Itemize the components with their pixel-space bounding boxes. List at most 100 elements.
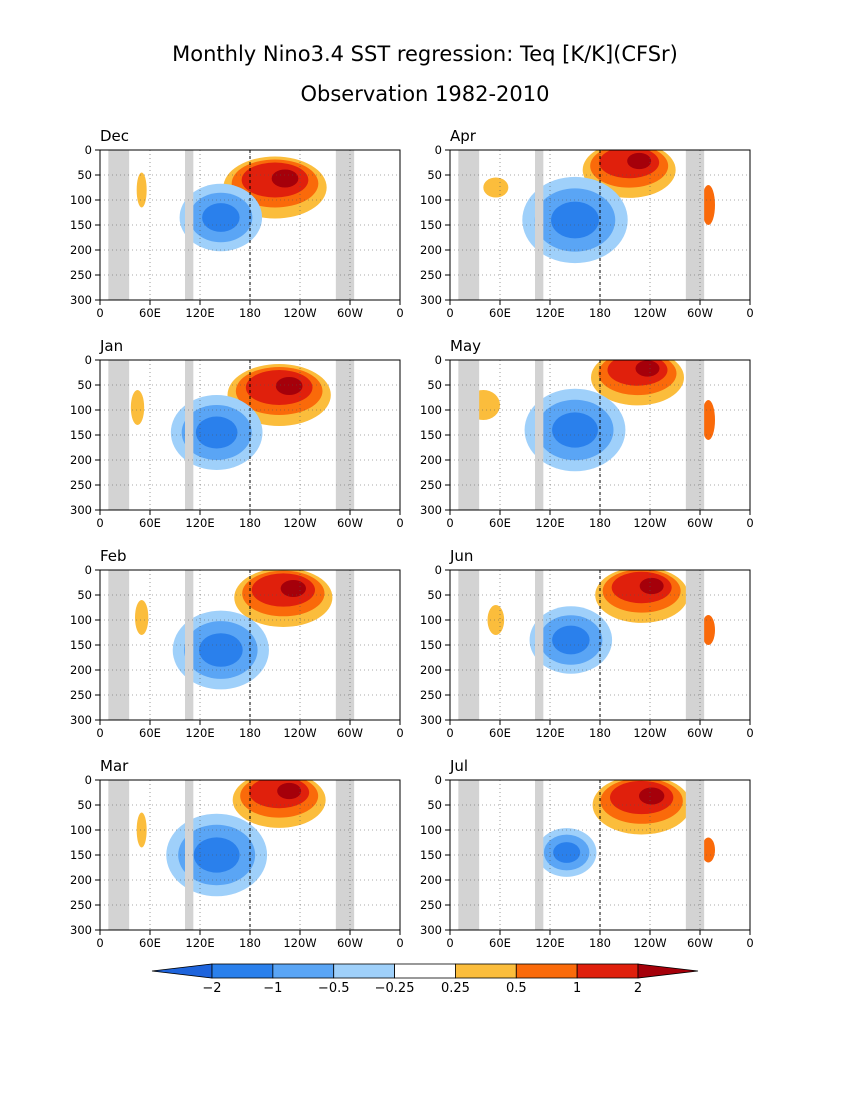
y-tick-label: 100 (420, 193, 442, 207)
y-tick-label: 100 (70, 193, 92, 207)
colorbar-segment (455, 963, 517, 979)
x-tick-label: 60E (139, 936, 161, 950)
anomaly-contour (487, 605, 505, 635)
x-tick-label: 0 (746, 516, 753, 530)
x-tick-label: 60W (687, 936, 713, 950)
x-tick-label: 0 (96, 516, 103, 530)
anomaly-contour (701, 400, 715, 440)
anomaly-contour (198, 633, 243, 667)
colorbar-tick-label: −0.25 (375, 981, 415, 996)
y-tick-label: 250 (70, 478, 92, 492)
y-tick-label: 250 (70, 688, 92, 702)
land-mask (535, 780, 544, 930)
y-tick-label: 150 (70, 638, 92, 652)
anomaly-contour (136, 812, 147, 848)
panel-dec: 0 60E 120E 180 120W 60W 0 0 50 100 150 200 250 300 Dec (70, 127, 404, 320)
x-tick-label: 120W (283, 726, 316, 740)
x-tick-label: 60E (139, 306, 161, 320)
x-tick-label: 120E (185, 516, 214, 530)
land-mask (185, 780, 194, 930)
colorbar: −2 −1 −0.5 −0.25 0.25 0.5 1 2 (151, 963, 699, 996)
x-tick-label: 120W (283, 516, 316, 530)
x-tick-label: 60E (489, 516, 511, 530)
anomaly-contour (552, 412, 598, 448)
anomaly-contour (553, 842, 581, 863)
y-tick-label: 0 (85, 563, 92, 577)
y-tick-label: 0 (435, 563, 442, 577)
anomaly-contour (701, 837, 715, 863)
x-tick-label: 120W (633, 726, 666, 740)
x-tick-label: 0 (96, 936, 103, 950)
anomaly-contour (271, 169, 299, 188)
anomaly-contour (627, 152, 652, 170)
x-tick-label: 0 (446, 516, 453, 530)
colorbar-segment (576, 963, 639, 979)
x-tick-label: 180 (239, 726, 261, 740)
y-tick-label: 250 (420, 688, 442, 702)
y-tick-label: 300 (420, 713, 442, 727)
x-tick-label: 60E (489, 726, 511, 740)
y-tick-label: 200 (420, 453, 442, 467)
anomaly-contour (551, 201, 599, 239)
y-tick-label: 300 (70, 923, 92, 937)
x-tick-label: 120W (633, 936, 666, 950)
y-tick-label: 200 (70, 453, 92, 467)
land-mask (108, 360, 130, 510)
colorbar-tick-label: −0.5 (318, 981, 350, 996)
y-tick-label: 0 (85, 143, 92, 157)
x-tick-label: 180 (589, 726, 611, 740)
land-mask (458, 570, 480, 720)
y-tick-label: 0 (435, 353, 442, 367)
y-tick-label: 150 (70, 428, 92, 442)
x-tick-label: 120W (283, 306, 316, 320)
land-mask (108, 570, 130, 720)
panel-label: May (450, 337, 481, 355)
x-tick-label: 180 (239, 516, 261, 530)
y-tick-label: 200 (70, 243, 92, 257)
colorbar-tick-label: 0.25 (441, 981, 470, 996)
anomaly-contour (135, 600, 149, 635)
y-tick-label: 200 (420, 873, 442, 887)
panel-field (450, 780, 750, 930)
x-tick-label: 180 (239, 306, 261, 320)
x-tick-label: 0 (396, 306, 403, 320)
panel-feb: 0 60E 120E 180 120W 60W 0 0 50 100 150 200 250 300 Feb (70, 547, 404, 740)
panel-field (100, 150, 400, 300)
x-tick-label: 180 (589, 936, 611, 950)
anomaly-contour (552, 625, 590, 655)
anomaly-contour (195, 416, 238, 449)
y-tick-label: 0 (435, 773, 442, 787)
x-tick-label: 120E (535, 936, 564, 950)
y-tick-label: 300 (420, 923, 442, 937)
x-tick-label: 0 (396, 516, 403, 530)
y-tick-label: 100 (70, 823, 92, 837)
y-tick-label: 0 (435, 143, 442, 157)
x-tick-label: 0 (396, 726, 403, 740)
colorbar-segment (211, 963, 274, 979)
panel-label: Jan (99, 337, 123, 355)
colorbar-segment (637, 963, 699, 979)
x-tick-label: 0 (446, 306, 453, 320)
colorbar-tick-label: 1 (573, 981, 581, 996)
y-tick-label: 250 (420, 268, 442, 282)
land-mask (535, 360, 544, 510)
anomaly-contour (202, 203, 240, 232)
anomaly-contour (277, 782, 302, 800)
y-tick-label: 200 (420, 663, 442, 677)
x-tick-label: 60E (139, 516, 161, 530)
colorbar-segment (272, 963, 335, 979)
panel-jan: 0 60E 120E 180 120W 60W 0 0 50 100 150 200 250 300 Jan (70, 337, 404, 530)
y-tick-label: 150 (420, 638, 442, 652)
panel-field (450, 150, 750, 300)
colorbar-segment (333, 963, 395, 979)
y-tick-label: 50 (77, 798, 92, 812)
x-tick-label: 120W (633, 516, 666, 530)
panel-apr: 0 60E 120E 180 120W 60W 0 0 50 100 150 200 250 300 Apr (420, 127, 754, 320)
y-tick-label: 150 (70, 218, 92, 232)
y-tick-label: 250 (70, 268, 92, 282)
x-tick-label: 120W (283, 936, 316, 950)
x-tick-label: 0 (396, 936, 403, 950)
x-tick-label: 120E (535, 726, 564, 740)
x-tick-label: 0 (96, 726, 103, 740)
panel-field (450, 570, 750, 720)
